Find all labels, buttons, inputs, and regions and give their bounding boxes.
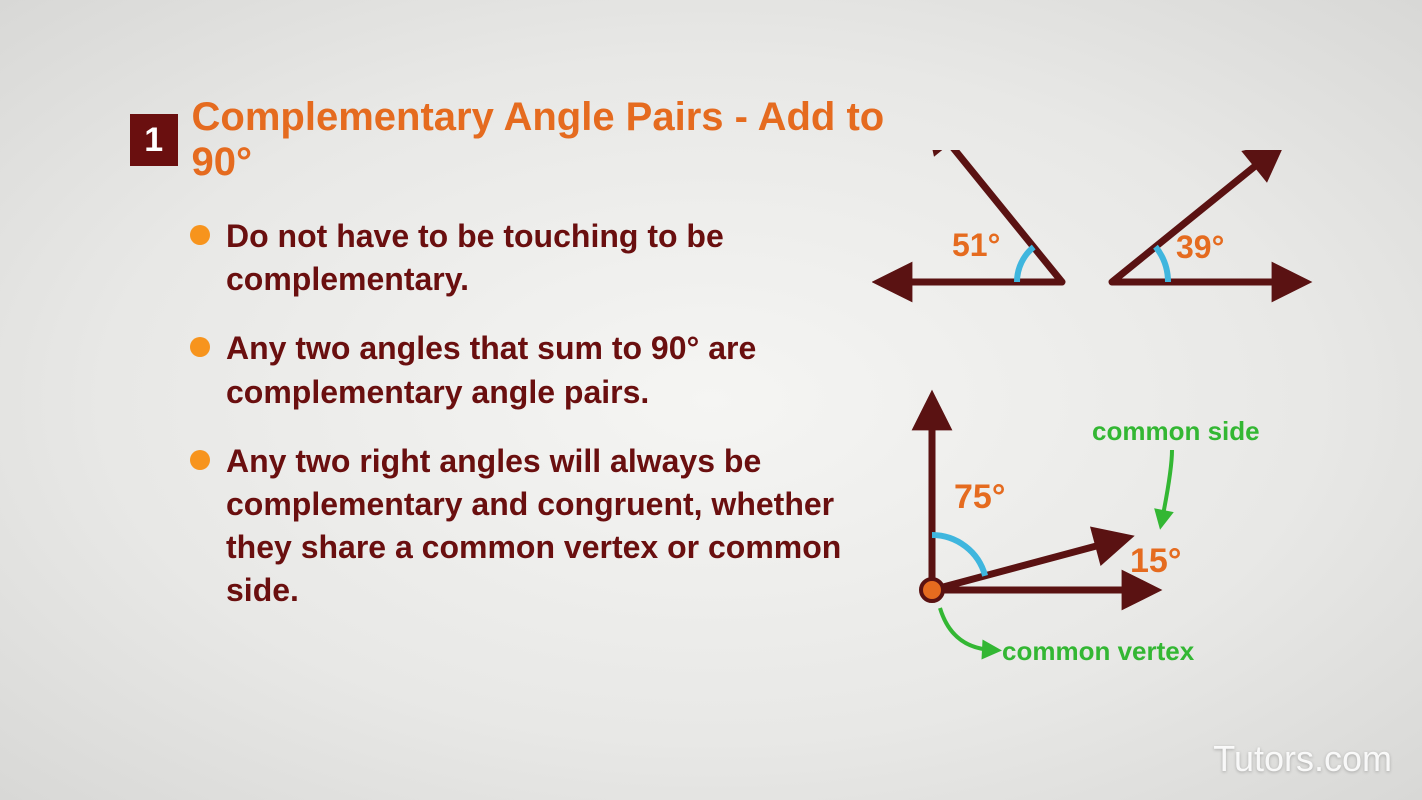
bullet-text: Any two right angles will always be comp… (226, 440, 890, 613)
angle-51: 51° (892, 150, 1062, 282)
diagrams-area: 51° 39° 75° 15° common side (872, 150, 1322, 670)
list-item: Do not have to be touching to be complem… (190, 215, 890, 301)
angle-39: 39° (1112, 154, 1292, 282)
list-item: Any two right angles will always be comp… (190, 440, 890, 613)
angle-label: 51° (952, 227, 1000, 263)
common-side-label: common side (1092, 416, 1260, 520)
bullet-list: Do not have to be touching to be complem… (190, 215, 890, 613)
list-item: Any two angles that sum to 90° are compl… (190, 327, 890, 413)
common-vertex-text: common vertex (1002, 636, 1195, 666)
common-side-text: common side (1092, 416, 1260, 446)
angle-label: 39° (1176, 229, 1224, 265)
bullet-icon (190, 225, 210, 245)
slide-content: 1 Complementary Angle Pairs - Add to 90°… (130, 95, 890, 639)
bullet-text: Any two angles that sum to 90° are compl… (226, 327, 890, 413)
header-row: 1 Complementary Angle Pairs - Add to 90° (130, 95, 890, 185)
angle-diagrams-svg: 51° 39° 75° 15° common side (872, 150, 1322, 690)
common-vertex-label: common vertex (940, 608, 1195, 666)
slide-title: Complementary Angle Pairs - Add to 90° (192, 95, 890, 185)
angle-label: 15° (1130, 542, 1181, 580)
bullet-icon (190, 337, 210, 357)
slide-number: 1 (144, 121, 163, 160)
watermark: Tutors.com (1213, 738, 1392, 780)
bullet-text: Do not have to be touching to be complem… (226, 215, 890, 301)
slide-number-box: 1 (130, 114, 178, 166)
bullet-icon (190, 450, 210, 470)
angle-label: 75° (954, 478, 1005, 516)
